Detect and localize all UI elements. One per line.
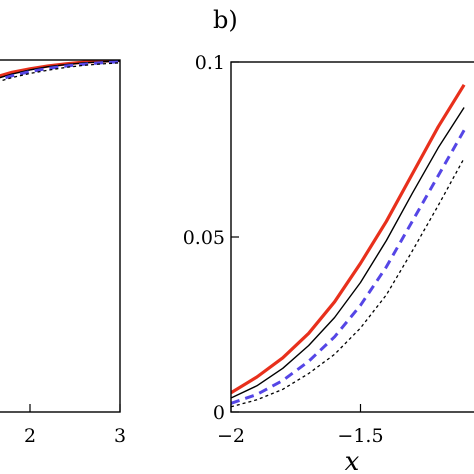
y-tick-label: 0.05 [183, 227, 225, 249]
series-group [231, 83, 466, 408]
panel-label: b) [213, 6, 238, 34]
series-line-solid-thick [231, 83, 466, 395]
y-tick-label: 0.1 [195, 52, 225, 74]
x-tick-label: 3 [114, 425, 126, 447]
y-tick-label: 0 [213, 402, 225, 424]
series-line-solid-thick [0, 60, 120, 78]
x-tick-label: −1.5 [337, 425, 383, 447]
series-group [0, 60, 120, 82]
series-line-dashed-thick [231, 129, 466, 405]
x-tick-label: −2 [217, 425, 245, 447]
x-tick-label: 2 [24, 425, 36, 447]
plot-frame [0, 59, 121, 413]
series-line-solid-thin [0, 60, 120, 79]
panel-b: −2 −1.5 0 0.05 0.1 b) x [183, 6, 474, 474]
series-line-solid-thin [231, 107, 465, 399]
series-line-dashed-thick [0, 60, 120, 81]
plot-frame [230, 61, 474, 413]
x-axis-label: x [345, 447, 360, 474]
